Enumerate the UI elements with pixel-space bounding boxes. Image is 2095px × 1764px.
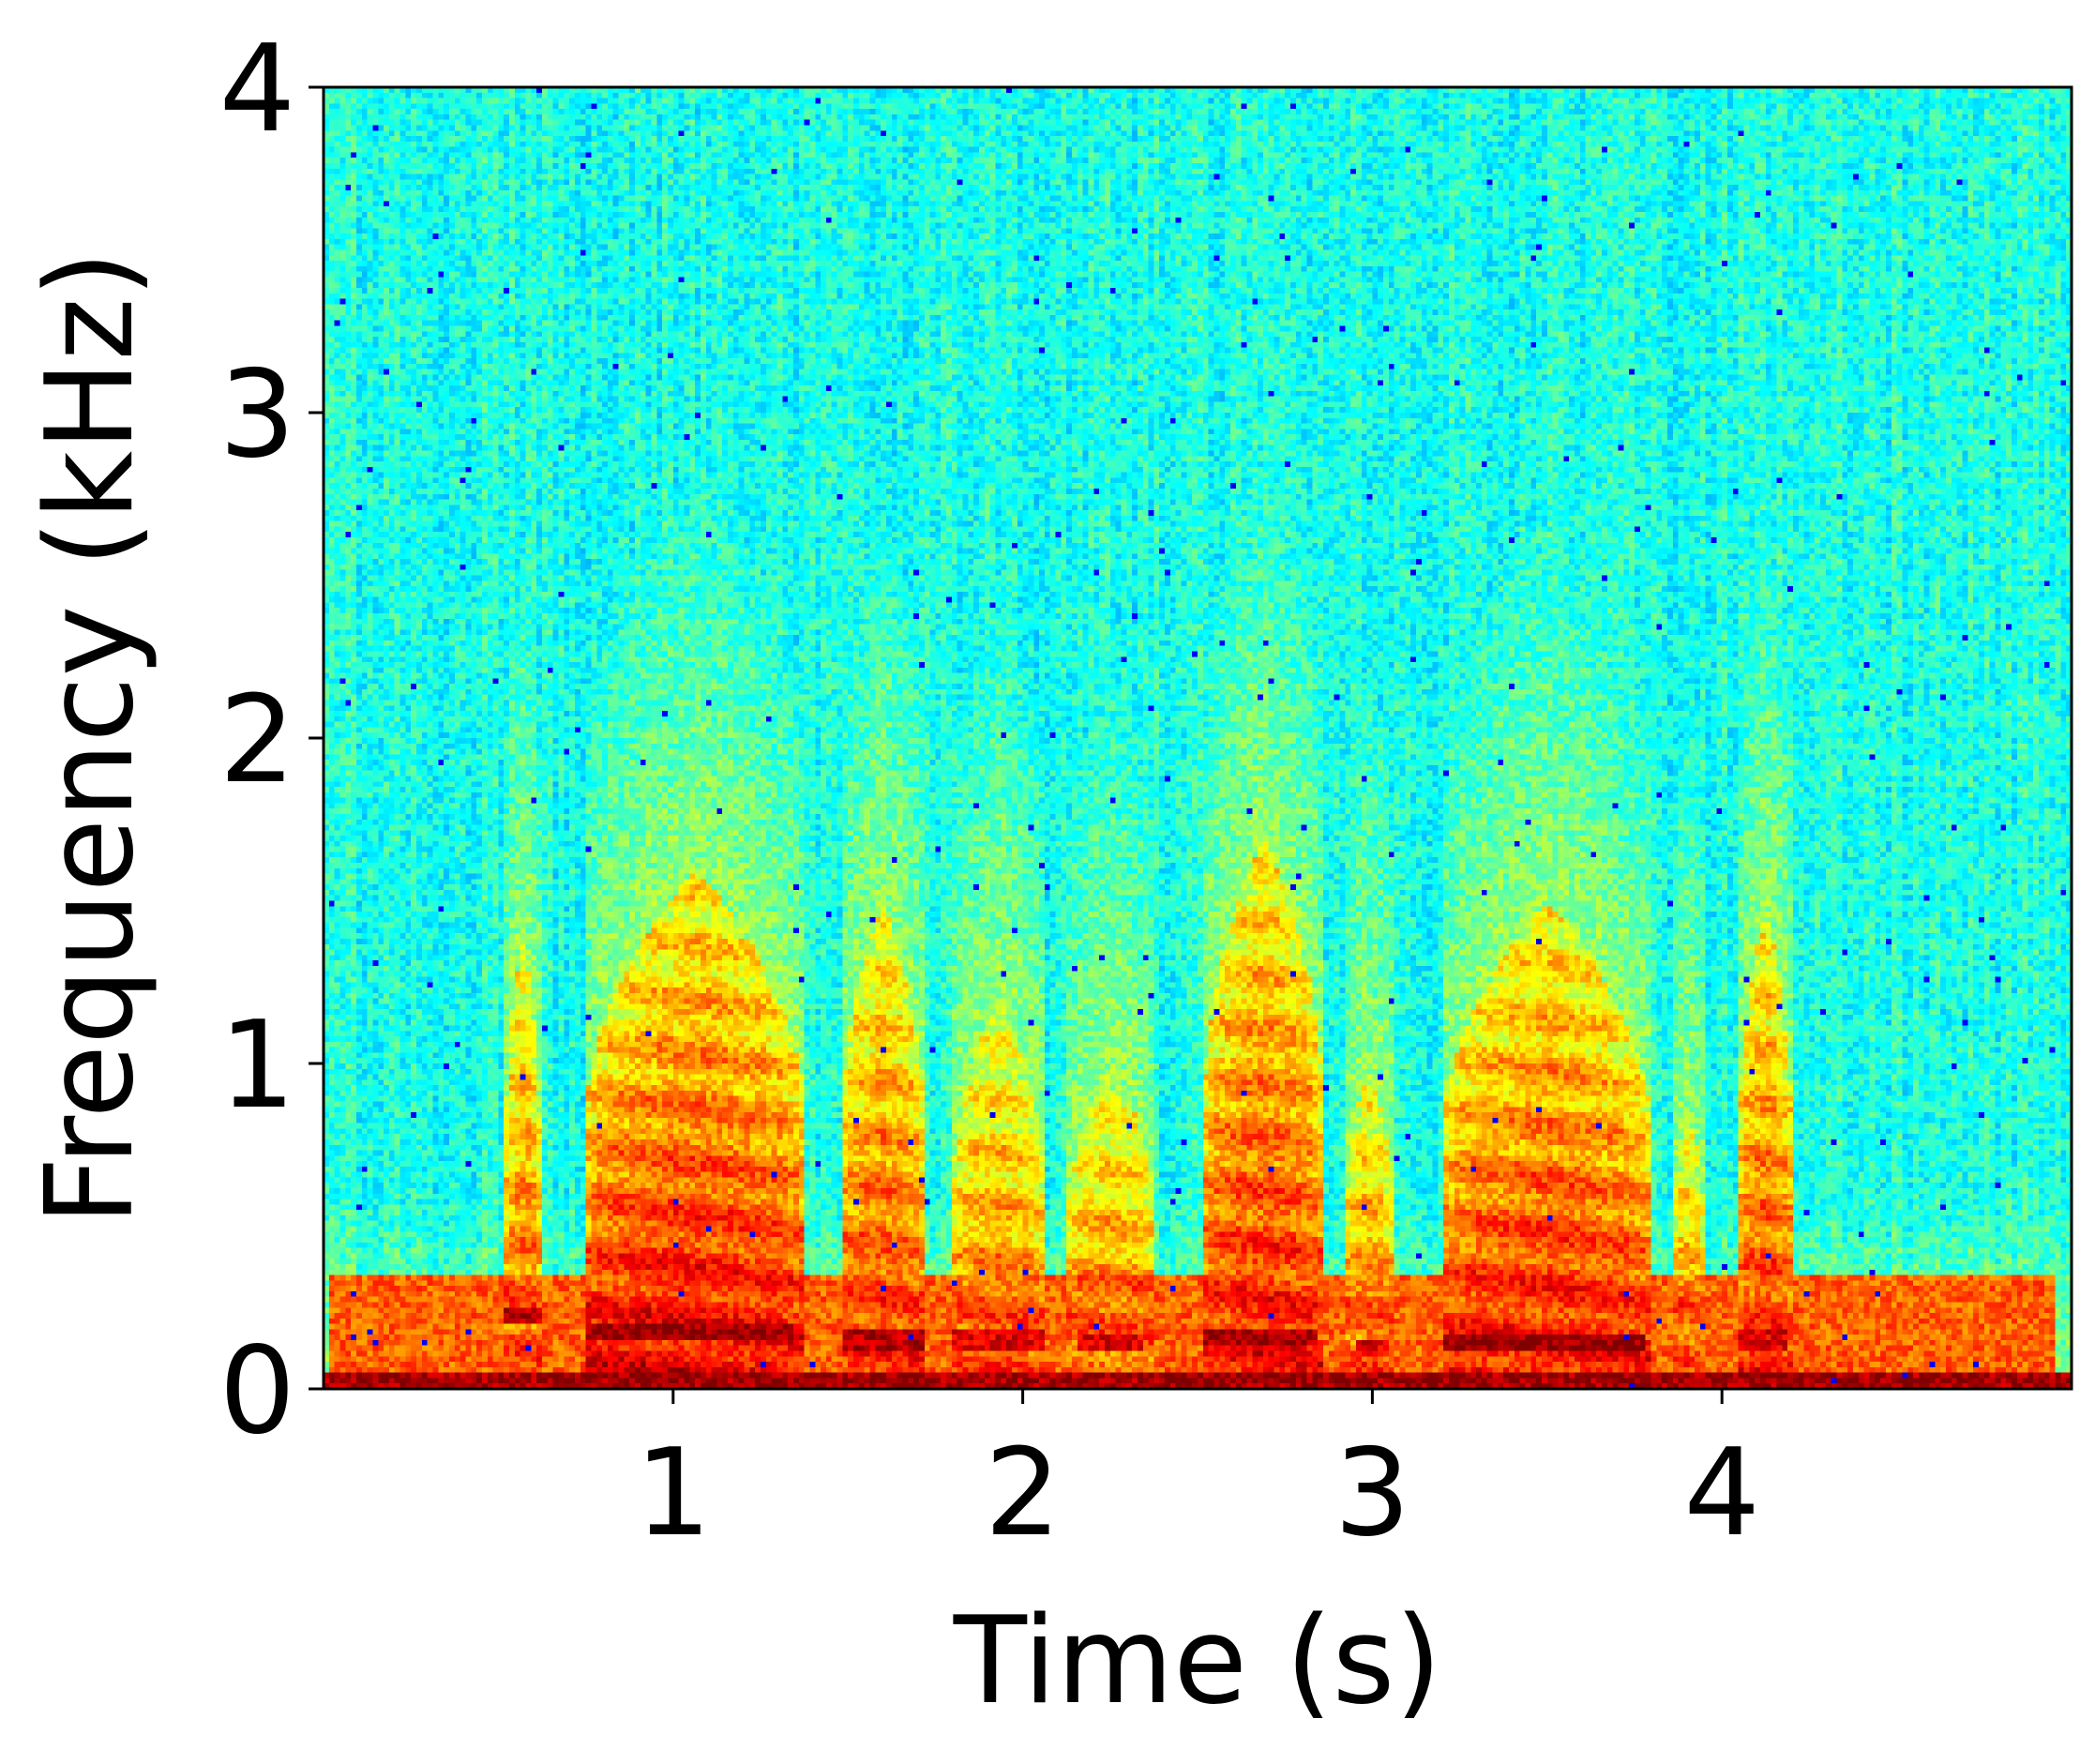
x-axis: 1 2 3 4 (635, 1389, 1760, 1563)
x-tick-label: 1 (635, 1424, 711, 1563)
y-tick-label: 0 (219, 1321, 295, 1461)
x-axis-label: Time (s) (953, 1591, 1442, 1731)
x-tick-label: 4 (1683, 1424, 1759, 1563)
y-tick-label: 2 (219, 671, 295, 810)
spectrogram-heatmap (324, 87, 2072, 1389)
y-axis: 0 1 2 3 4 (219, 20, 324, 1461)
y-axis-label: Frequency (kHz) (21, 250, 160, 1225)
plot-frame (322, 85, 2073, 1391)
y-tick-label: 1 (219, 996, 295, 1136)
y-tick-label: 3 (219, 345, 295, 485)
x-tick-label: 2 (985, 1424, 1061, 1563)
x-tick-label: 3 (1334, 1424, 1410, 1563)
y-tick-label: 4 (219, 20, 295, 159)
